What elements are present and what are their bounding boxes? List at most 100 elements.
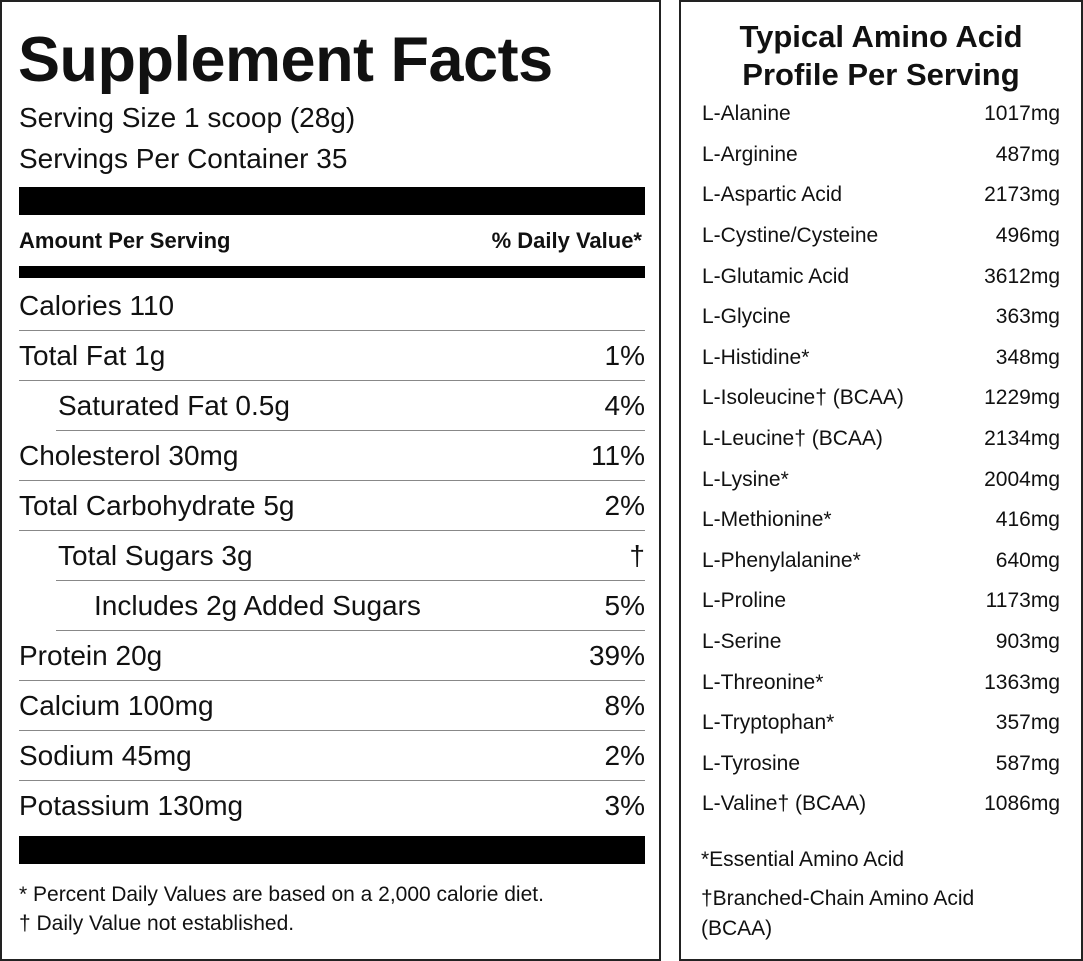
amino-amount: 487mg bbox=[995, 142, 1060, 166]
servings-per-container: Servings Per Container 35 bbox=[19, 143, 348, 174]
thick-rule bbox=[19, 187, 645, 215]
amino-row: L-Methionine* 416mg bbox=[702, 500, 1060, 541]
amino-row: L-Arginine 487mg bbox=[702, 135, 1060, 176]
nutrient-row: Includes 2g Added Sugars 5% bbox=[56, 581, 645, 631]
amino-name: L-Tyrosine bbox=[702, 751, 801, 775]
amino-row: L-Aspartic Acid 2173mg bbox=[702, 175, 1060, 216]
amino-row: L-Glycine 363mg bbox=[702, 297, 1060, 338]
thick-rule bbox=[19, 836, 645, 864]
amino-amount: 587mg bbox=[995, 751, 1060, 775]
daily-value: 8% bbox=[604, 689, 645, 721]
amino-row: L-Isoleucine† (BCAA) 1229mg bbox=[702, 378, 1060, 419]
daily-value: † bbox=[629, 539, 645, 571]
amino-name: L-Proline bbox=[702, 589, 787, 613]
amino-amount: 1017mg bbox=[984, 102, 1060, 126]
title: Supplement Facts bbox=[18, 25, 553, 95]
nutrient-name: Includes 2g Added Sugars bbox=[94, 589, 421, 621]
nutrient-name: Cholesterol 30mg bbox=[19, 439, 239, 471]
daily-value: 11% bbox=[591, 439, 645, 471]
amino-amount: 1229mg bbox=[984, 386, 1060, 410]
amino-row: L-Tryptophan* 357mg bbox=[702, 703, 1060, 744]
nutrient-row: Protein 20g 39% bbox=[19, 631, 645, 681]
dv-header: % Daily Value* bbox=[491, 228, 642, 253]
daily-value: 4% bbox=[604, 389, 645, 421]
nutrient-name: Total Fat 1g bbox=[19, 339, 166, 371]
amino-amount: 363mg bbox=[995, 305, 1060, 329]
amino-amount: 640mg bbox=[995, 548, 1060, 572]
daily-value: 2% bbox=[604, 489, 645, 521]
amino-name: L-Glycine bbox=[702, 305, 791, 329]
amino-amount: 1173mg bbox=[985, 589, 1060, 613]
nutrient-row: Sodium 45mg 2% bbox=[19, 731, 645, 781]
nutrient-name: Calories 110 bbox=[19, 289, 175, 321]
amino-name: L-Glutamic Acid bbox=[702, 264, 850, 288]
amino-amount: 1086mg bbox=[984, 792, 1060, 816]
amino-acid-panel: Typical Amino Acid Profile Per Serving L… bbox=[679, 0, 1083, 961]
amino-name: L-Methionine* bbox=[702, 508, 832, 532]
amino-name: L-Threonine* bbox=[702, 670, 824, 694]
amino-row: L-Histidine* 348mg bbox=[702, 338, 1060, 379]
amino-name: L-Aspartic Acid bbox=[702, 183, 843, 207]
amino-amount: 1363mg bbox=[984, 670, 1060, 694]
amino-name: L-Alanine bbox=[702, 102, 791, 126]
amino-amount: 2173mg bbox=[984, 183, 1060, 207]
nutrient-row: Total Sugars 3g † bbox=[56, 531, 645, 581]
amino-row: L-Tyrosine 587mg bbox=[702, 744, 1060, 785]
amino-name: L-Serine bbox=[702, 630, 782, 654]
amino-row: L-Cystine/Cysteine 496mg bbox=[702, 216, 1060, 257]
amino-footnote: *Essential Amino Acid bbox=[701, 848, 905, 871]
amino-amount: 2134mg bbox=[984, 427, 1060, 451]
nutrient-name: Protein 20g bbox=[19, 639, 163, 671]
nutrient-row: Total Fat 1g 1% bbox=[19, 331, 645, 381]
nutrient-row: Potassium 130mg 3% bbox=[19, 781, 645, 831]
nutrient-row: Total Carbohydrate 5g 2% bbox=[19, 481, 645, 531]
amino-name: L-Leucine† (BCAA) bbox=[702, 427, 883, 451]
nutrient-name: Calcium 100mg bbox=[19, 689, 214, 721]
amino-name: L-Valine† (BCAA) bbox=[702, 792, 867, 816]
daily-value: 39% bbox=[588, 639, 645, 671]
amino-row: L-Phenylalanine* 640mg bbox=[702, 541, 1060, 582]
amino-row: L-Serine 903mg bbox=[702, 622, 1060, 663]
nutrient-rows: Calories 110 Total Fat 1g 1% Saturated Fa… bbox=[19, 281, 645, 831]
amino-name: L-Phenylalanine* bbox=[702, 548, 861, 572]
nutrient-name: Sodium 45mg bbox=[19, 739, 192, 771]
supplement-facts-panel: Supplement Facts Serving Size 1 scoop (2… bbox=[0, 0, 661, 961]
amino-footnote: †Branched-Chain Amino Acid (BCAA) bbox=[701, 887, 975, 940]
amino-name: L-Histidine* bbox=[702, 345, 810, 369]
nutrient-row: Saturated Fat 0.5g 4% bbox=[56, 381, 645, 431]
amino-amount: 496mg bbox=[995, 224, 1060, 248]
daily-value: 3% bbox=[604, 790, 645, 821]
amino-title: Typical Amino Acid Profile Per Serving bbox=[739, 19, 1023, 92]
amino-amount: 416mg bbox=[995, 508, 1060, 532]
serving-size: Serving Size 1 scoop (28g) bbox=[19, 102, 356, 133]
amino-name: L-Tryptophan* bbox=[702, 711, 835, 735]
nutrient-name: Total Carbohydrate 5g bbox=[19, 489, 295, 521]
nutrient-row: Calcium 100mg 8% bbox=[19, 681, 645, 731]
footnote: * Percent Daily Values are based on a 2,… bbox=[19, 883, 544, 906]
nutrient-row: Cholesterol 30mg 11% bbox=[19, 431, 645, 481]
daily-value: 5% bbox=[604, 589, 645, 621]
amino-amount: 903mg bbox=[995, 630, 1060, 654]
amino-amount: 348mg bbox=[995, 345, 1060, 369]
amino-row: L-Glutamic Acid 3612mg bbox=[702, 256, 1060, 297]
amino-name: L-Arginine bbox=[702, 142, 798, 166]
amino-row: L-Alanine 1017mg bbox=[702, 94, 1060, 135]
nutrient-row: Calories 110 bbox=[19, 281, 645, 331]
amino-name: L-Isoleucine† (BCAA) bbox=[702, 386, 904, 410]
nutrient-name: Total Sugars 3g bbox=[58, 539, 253, 571]
medium-rule bbox=[19, 266, 645, 278]
amino-rows: L-Alanine 1017mg L-Arginine 487mg L-Aspartic… bbox=[702, 94, 1060, 825]
footnote: † Daily Value not established. bbox=[19, 912, 295, 935]
daily-value: 2% bbox=[604, 739, 645, 771]
amino-name: L-Cystine/Cysteine bbox=[702, 224, 879, 248]
nutrient-name: Potassium 130mg bbox=[19, 790, 244, 821]
amino-row: L-Valine† (BCAA) 1086mg bbox=[702, 784, 1060, 825]
daily-value: 1% bbox=[604, 339, 645, 371]
amino-amount: 357mg bbox=[995, 711, 1060, 735]
amino-row: L-Threonine* 1363mg bbox=[702, 662, 1060, 703]
amino-row: L-Lysine* 2004mg bbox=[702, 459, 1060, 500]
amino-amount: 3612mg bbox=[984, 264, 1060, 288]
amino-amount: 2004mg bbox=[984, 467, 1060, 491]
amino-name: L-Lysine* bbox=[702, 467, 789, 491]
